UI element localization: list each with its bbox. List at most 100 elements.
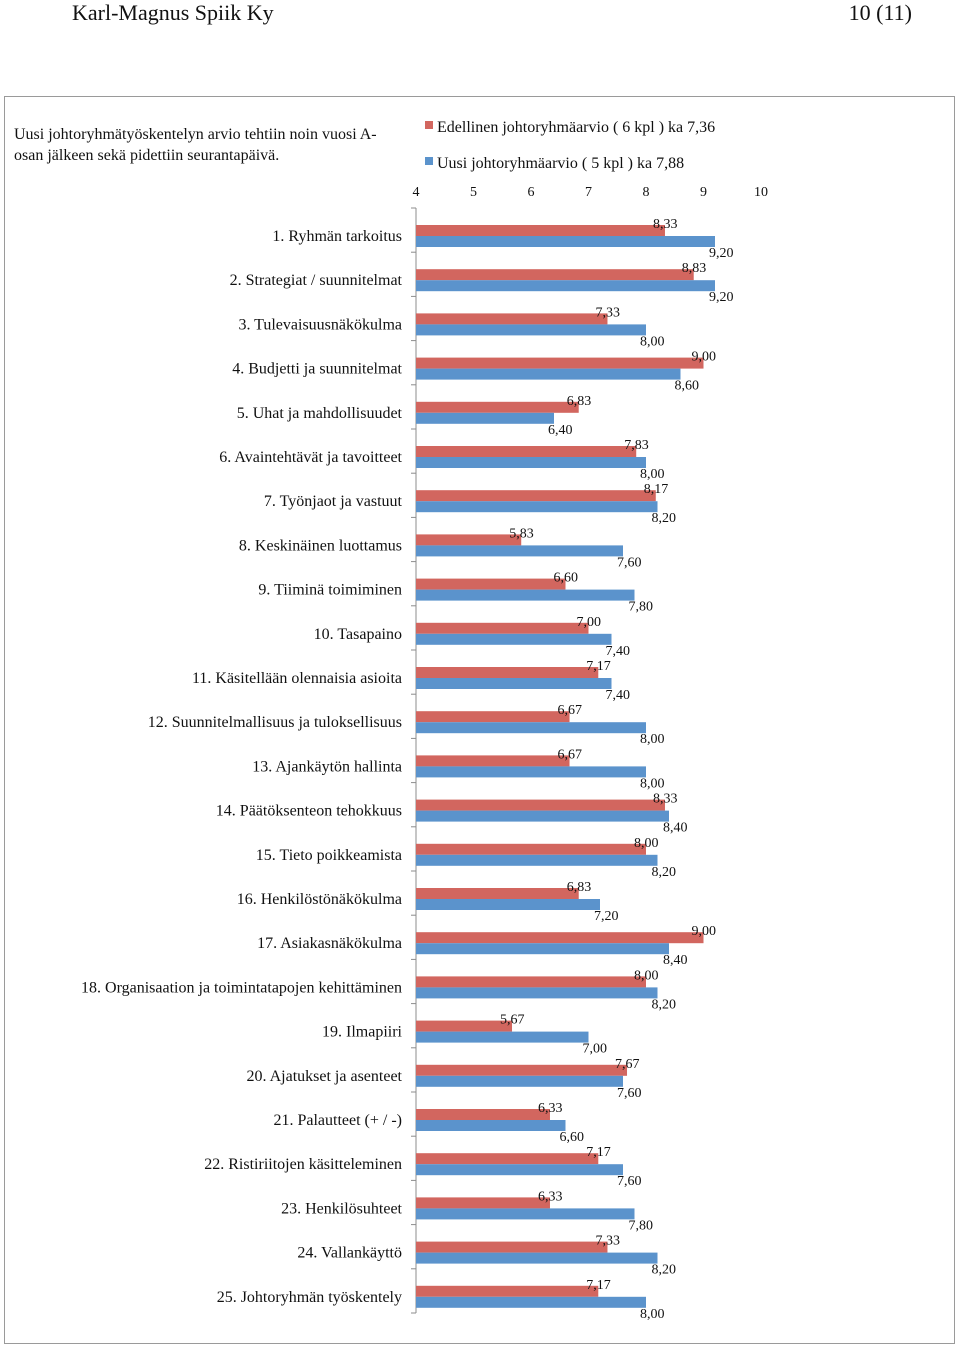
data-label-new: 9,20	[709, 290, 734, 305]
data-label-previous: 6,60	[554, 571, 579, 586]
bar-previous	[416, 357, 704, 369]
data-label-previous: 8,00	[634, 968, 659, 983]
legend-entry-1: Edellinen johtoryhmäarvio ( 6 kpl ) ka 7…	[437, 119, 715, 136]
data-label-new: 7,40	[606, 644, 631, 659]
bar-new	[416, 810, 669, 822]
bar-previous	[416, 578, 566, 590]
data-label-new: 8,00	[640, 1307, 665, 1322]
data-label-new: 6,40	[548, 423, 573, 438]
bar-new	[416, 1075, 623, 1087]
bar-previous	[416, 1153, 599, 1165]
data-label-new: 8,00	[640, 334, 665, 349]
bar-new	[416, 589, 635, 601]
category-label: 4. Budjetti ja suunnitelmat	[232, 361, 402, 378]
category-label: 15. Tieto poikkeamista	[256, 847, 402, 864]
bar-new	[416, 412, 554, 424]
legend-swatch-2	[425, 157, 433, 165]
data-label-new: 8,20	[652, 1263, 677, 1278]
bar-previous	[416, 667, 599, 678]
bar-previous	[416, 446, 637, 457]
data-label-new: 8,40	[663, 953, 688, 968]
x-tick-label: 8	[643, 185, 650, 200]
bar-new	[416, 678, 612, 689]
bar-previous	[416, 1241, 608, 1253]
data-label-new: 8,60	[675, 379, 700, 394]
category-label: 5. Uhat ja mahdollisuudet	[237, 405, 403, 422]
bar-new	[416, 457, 646, 468]
bar-previous	[416, 1109, 550, 1120]
bar-previous	[416, 888, 579, 899]
bar-previous	[416, 711, 570, 723]
category-label: 8. Keskinäinen luottamus	[239, 537, 402, 554]
data-label-previous: 8,83	[682, 261, 707, 276]
x-tick-label: 6	[528, 185, 535, 200]
x-tick-label: 10	[754, 185, 768, 200]
data-label-new: 7,40	[606, 688, 631, 703]
data-label-previous: 9,00	[692, 924, 717, 939]
data-label-previous: 7,67	[615, 1057, 640, 1072]
bar-new	[416, 280, 715, 292]
category-label: 25. Johtoryhmän työskentely	[217, 1289, 402, 1306]
category-label: 3. Tulevaisuusnäkökulma	[238, 316, 402, 333]
data-label-previous: 7,33	[595, 1234, 620, 1249]
data-label-new: 8,40	[663, 821, 688, 836]
bar-previous	[416, 1064, 628, 1076]
category-label: 23. Henkilösuhteet	[281, 1200, 402, 1217]
data-label-previous: 7,17	[586, 1278, 611, 1293]
x-tick-label: 7	[585, 185, 592, 200]
data-label-previous: 5,67	[500, 1013, 525, 1028]
bar-new	[416, 545, 623, 557]
bar-new	[416, 854, 658, 866]
data-label-previous: 6,33	[538, 1189, 563, 1204]
bar-previous	[416, 932, 704, 944]
data-label-new: 7,80	[629, 600, 654, 615]
data-label-previous: 7,33	[595, 305, 620, 320]
category-label: 19. Ilmapiiri	[322, 1024, 403, 1041]
data-label-new: 7,60	[617, 555, 642, 570]
bar-previous	[416, 225, 665, 236]
category-label: 20. Ajatukset ja asenteet	[246, 1068, 402, 1085]
bar-new	[416, 633, 612, 645]
bar-previous	[416, 269, 694, 281]
data-label-new: 6,60	[560, 1130, 585, 1145]
chart-title: Uusi johtoryhmätyöskentelyn arvio tehtii…	[14, 126, 377, 164]
bar-new	[416, 1208, 635, 1220]
bar-previous	[416, 976, 646, 988]
data-label-new: 9,20	[709, 246, 734, 261]
data-label-previous: 5,83	[509, 526, 533, 541]
data-label-previous: 7,83	[624, 438, 649, 453]
bar-previous	[416, 1020, 513, 1032]
bar-previous	[416, 622, 589, 634]
data-label-previous: 9,00	[692, 350, 717, 365]
data-label-previous: 6,67	[558, 703, 583, 718]
bar-previous	[416, 313, 608, 325]
bar-previous	[416, 755, 570, 767]
bar-new	[416, 1120, 566, 1131]
category-label: 10. Tasapaino	[314, 626, 402, 643]
bar-new	[416, 1252, 658, 1264]
data-label-new: 8,20	[652, 997, 677, 1012]
data-label-new: 7,20	[594, 909, 619, 924]
legend-entry-2: Uusi johtoryhmäarvio ( 5 kpl ) ka 7,88	[437, 155, 684, 172]
category-label: 11. Käsitellään olennaisia asioita	[192, 670, 402, 687]
bar-new	[416, 368, 681, 380]
data-label-previous: 7,17	[586, 659, 611, 674]
bar-previous	[416, 401, 579, 413]
data-label-previous: 8,17	[644, 482, 669, 497]
bar-new	[416, 899, 600, 910]
bar-previous	[416, 490, 656, 502]
bar-previous	[416, 799, 665, 811]
data-label-new: 8,20	[652, 865, 677, 880]
data-label-previous: 8,33	[653, 792, 678, 807]
data-label-previous: 6,83	[567, 394, 592, 409]
category-label: 21. Palautteet (+ / -)	[273, 1112, 402, 1129]
legend-swatch-1	[425, 121, 433, 129]
category-label: 1. Ryhmän tarkoitus	[272, 228, 402, 245]
category-label: 9. Tiiminä toimiminen	[258, 582, 402, 599]
bar-new	[416, 1031, 589, 1043]
bar-new	[416, 236, 715, 247]
category-label: 17. Asiakasnäkökulma	[257, 935, 402, 952]
data-label-previous: 8,33	[653, 217, 678, 232]
page-header-company: Karl-Magnus Spiik Ky	[72, 0, 274, 25]
category-label: 14. Päätöksenteon tehokkuus	[216, 803, 402, 820]
